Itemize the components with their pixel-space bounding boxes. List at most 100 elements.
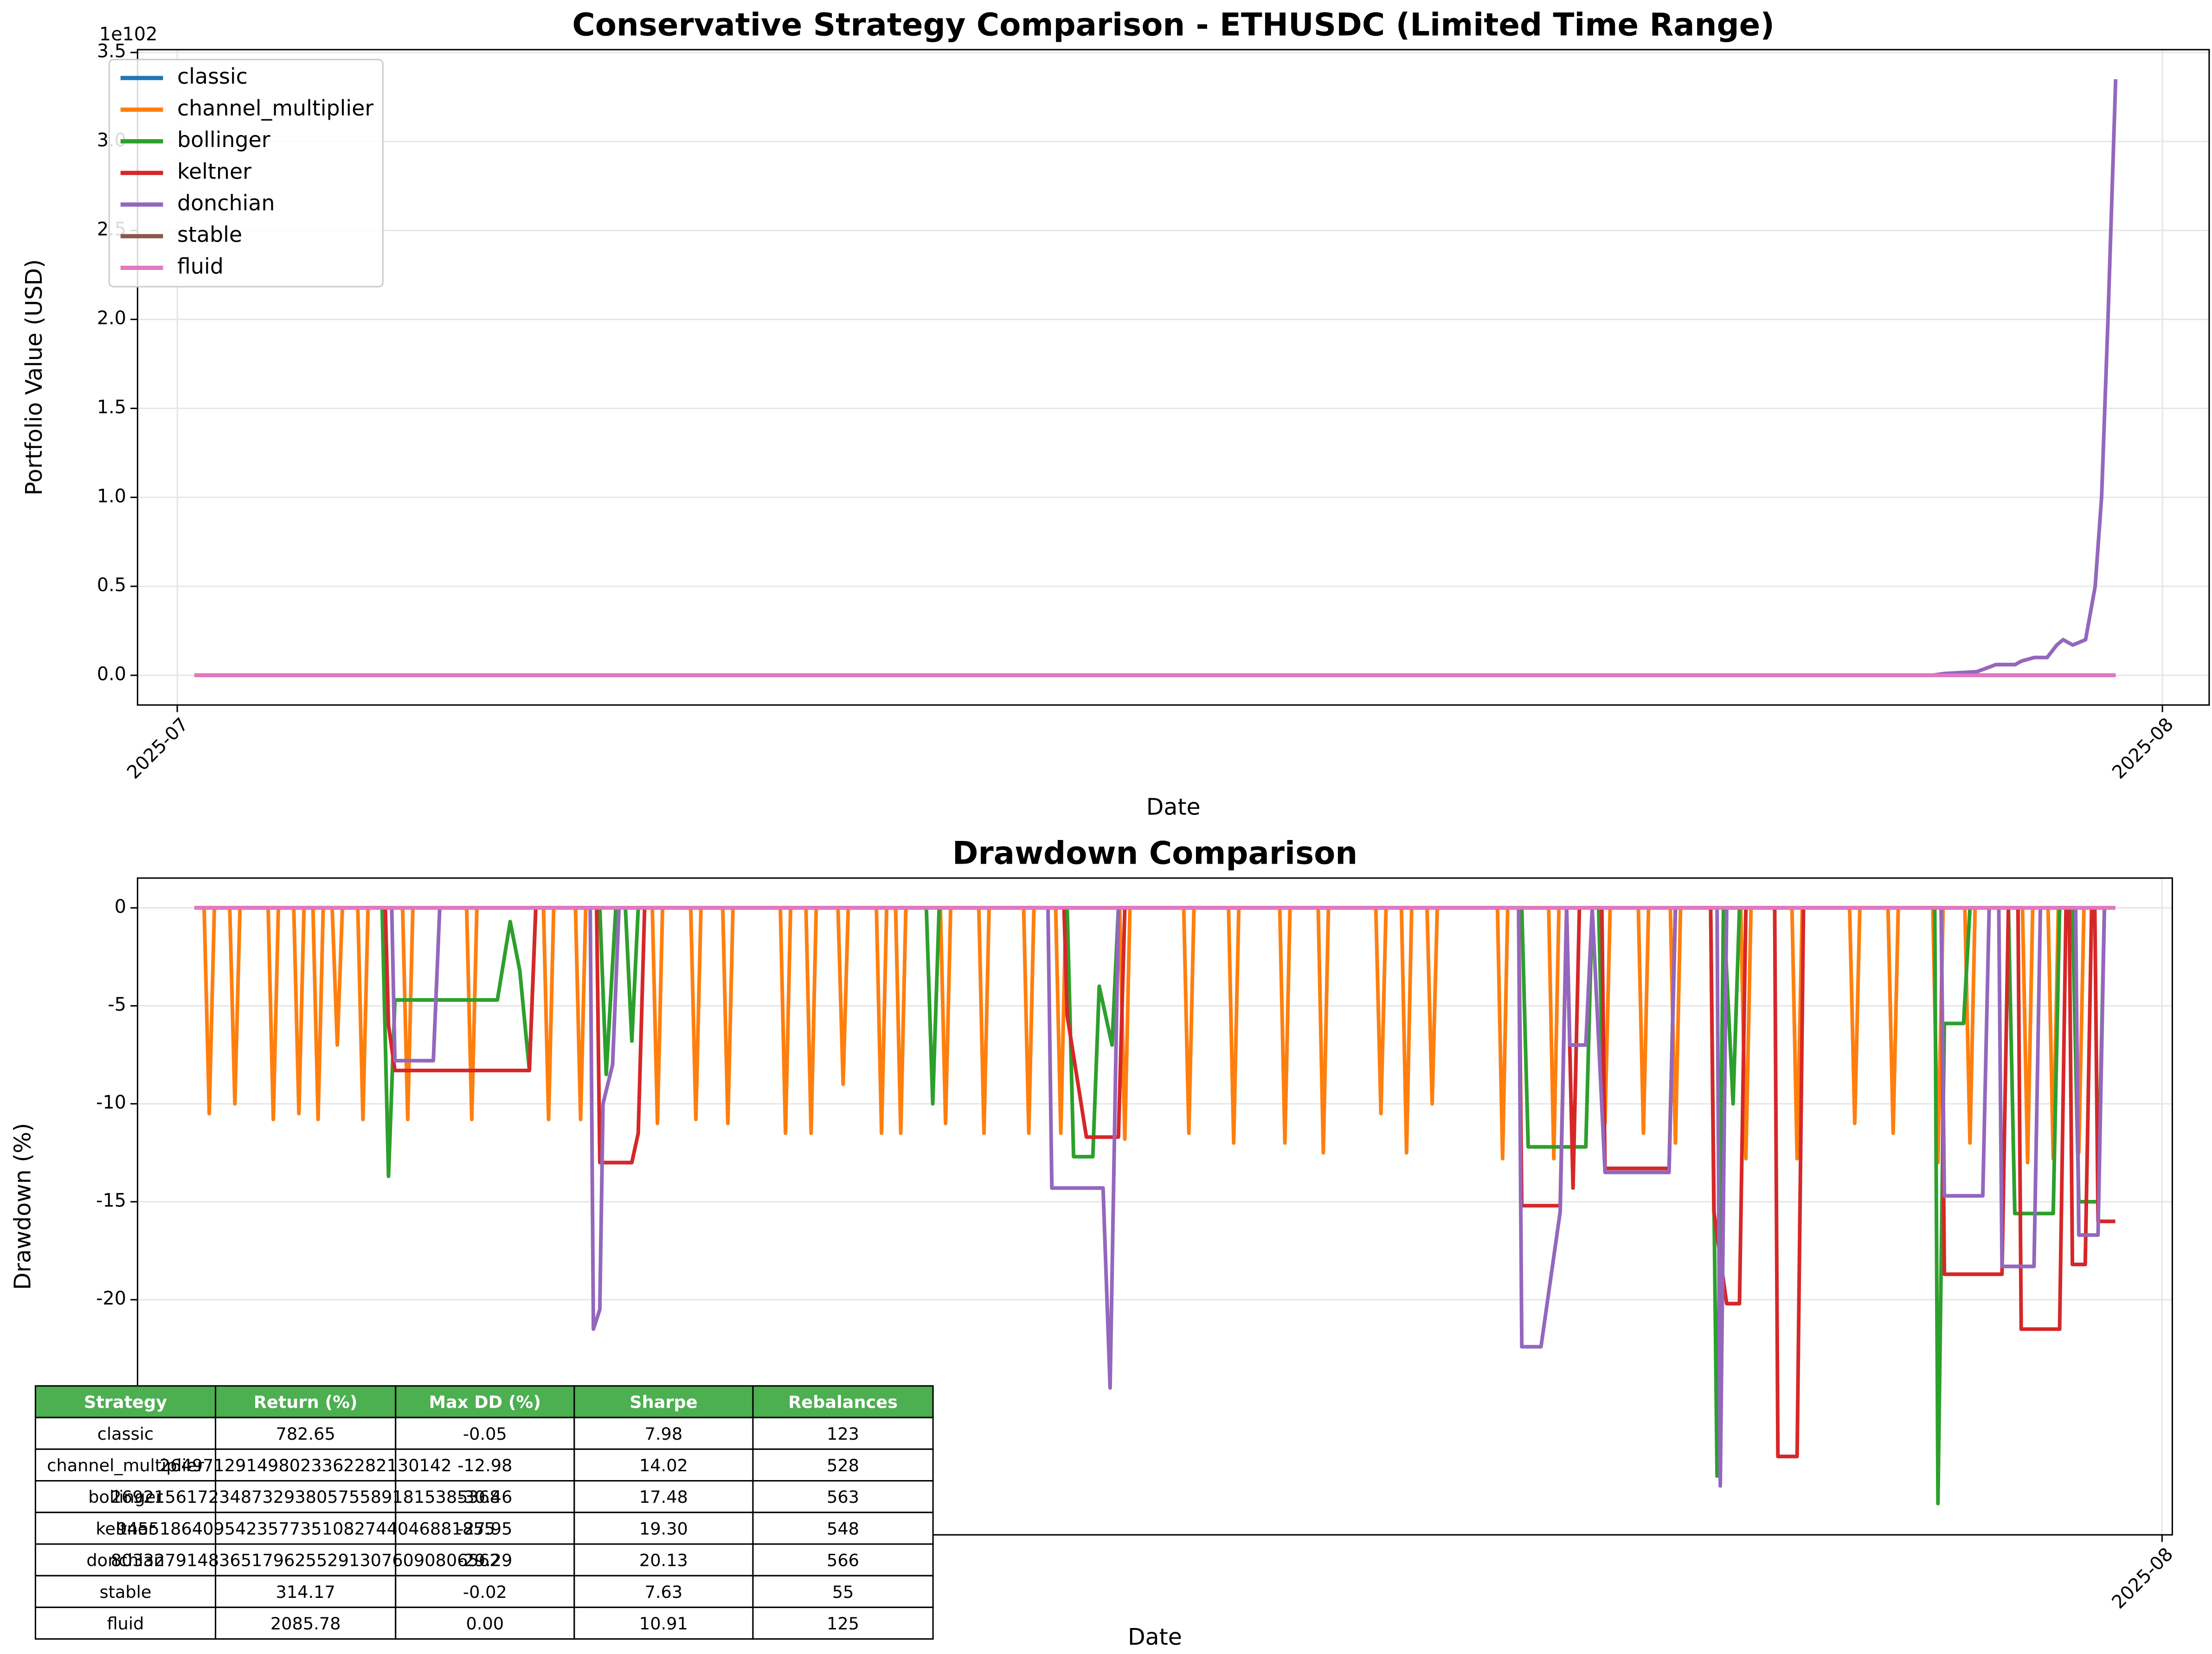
y-axis-label: Drawdown (%) [9,1123,36,1290]
table-header: Return (%) [254,1392,358,1412]
y-tick-label: -10 [96,1092,126,1113]
table-header: Rebalances [788,1392,898,1412]
table-cell-text: stable [100,1582,152,1602]
table-cell [752,1480,934,1513]
x-axis-label: Date [1146,794,1201,821]
table-cell-text: -12.98 [457,1455,512,1475]
legend-label: donchian [177,191,275,216]
table-cell-text: channel_multiplier [47,1455,204,1475]
table-cell-text: 19.30 [639,1519,688,1539]
chart-title: Drawdown Comparison [952,835,1357,872]
table-cell [34,1417,217,1450]
table-header-cell [752,1385,934,1418]
y-tick-label: 0.0 [97,663,126,685]
x-tick-label: 2025-07 [123,714,193,783]
table-header-cell [34,1385,217,1418]
table-cell-text: fluid [107,1614,144,1634]
table-cell [395,1606,575,1640]
table-cell [215,1606,397,1640]
y-tick-label: -15 [96,1190,126,1211]
y-tick-label: -5 [108,994,126,1015]
table-cell [573,1480,754,1513]
table-cell [34,1480,217,1513]
table-cell [573,1417,754,1450]
table-cell-text: -27.95 [457,1519,512,1539]
summary-table: Strategy Return (%) Max DD (%) Sharpe Rebala… [34,1385,934,1640]
x-tick-label: 2025-08 [2108,1544,2177,1613]
x-tick-label: 2025-08 [2108,714,2178,783]
y-axis-label: Portfolio Value (USD) [21,259,47,495]
table-header: Strategy [84,1392,167,1412]
table-cell [34,1606,217,1640]
table-cell-text: -29.29 [457,1551,512,1571]
table-cell-text: classic [97,1424,154,1444]
y-offset-label: 1e102 [99,24,158,45]
table-cell [215,1417,397,1450]
table-header: Sharpe [630,1392,697,1412]
legend-box [108,58,384,288]
table-cell-text: 548 [827,1519,859,1539]
table-cell-text: 803327914836517962552913076090806562 [111,1551,501,1571]
legend-label: classic [177,64,248,89]
plot-frame [136,877,2173,1536]
table-cell-text: 94551864095423577351082744046881855 [116,1519,495,1539]
table-cell-text: keltner [96,1519,156,1539]
table-cell-text: 17.48 [639,1487,688,1507]
legend-label: fluid [177,254,224,279]
table-cell-text: 563 [827,1487,859,1507]
plot-frame [136,49,2210,706]
table-cell-text: 0.00 [466,1614,504,1634]
y-tick-label: 1.5 [97,397,126,418]
y-tick-label: 0 [115,896,126,917]
series-line [194,79,2118,677]
table-cell-text: 10.91 [639,1614,688,1634]
series-line [194,906,2116,1459]
x-axis-label: Date [1128,1624,1182,1650]
table-cell-text: 2085.78 [270,1614,341,1634]
y-tick-label: 1.0 [97,486,126,507]
legend-label: stable [177,222,242,247]
table-cell-text: bollinger [88,1487,163,1507]
table-cell [395,1543,575,1577]
table-cell-text: 14.02 [639,1455,688,1475]
table-cell [752,1575,934,1608]
y-tick-label: -20 [96,1288,126,1309]
table-cell [395,1512,575,1545]
table-cell-text: 269215617234873293805755891815385368 [111,1487,501,1507]
table-cell [34,1512,217,1545]
y-tick-label: 2.0 [97,308,126,329]
table-cell-text: 123 [827,1424,859,1444]
table-cell [752,1606,934,1640]
table-cell-text: 125 [827,1614,859,1634]
table-cell-text: 264971291498023362282130142 [160,1455,452,1475]
legend-label: keltner [177,159,251,184]
table-cell-text: 314.17 [276,1582,335,1602]
table-cell [752,1448,934,1482]
table-header: Max DD (%) [429,1392,541,1412]
table-cell-text: -0.02 [463,1582,507,1602]
table-cell [752,1512,934,1545]
legend-label: bollinger [177,127,270,152]
table-cell-text: 55 [832,1582,854,1602]
table-cell-text: -30.46 [457,1487,512,1507]
table-cell-text: 566 [827,1551,859,1571]
table-cell-text: 782.65 [276,1424,335,1444]
chart-title: Conservative Strategy Comparison - ETHUS… [572,7,1775,43]
table-cell [395,1575,575,1608]
table-cell [573,1448,754,1482]
table-cell [573,1543,754,1577]
legend-label: channel_multiplier [177,96,373,121]
table-cell-text: -0.05 [463,1424,507,1444]
series-line [194,906,2116,1488]
table-cell [573,1606,754,1640]
table-cell-text: 528 [827,1455,859,1475]
table-cell [215,1480,397,1513]
y-tick-label: 0.5 [97,575,126,596]
table-cell-text: 7.98 [645,1424,683,1444]
table-cell-text: 20.13 [639,1551,688,1571]
series-line [194,906,2116,1165]
y-tick-label: 3.5 [97,41,126,62]
table-cell-text: donchian [86,1551,164,1571]
table-cell-text: 7.63 [645,1582,683,1602]
